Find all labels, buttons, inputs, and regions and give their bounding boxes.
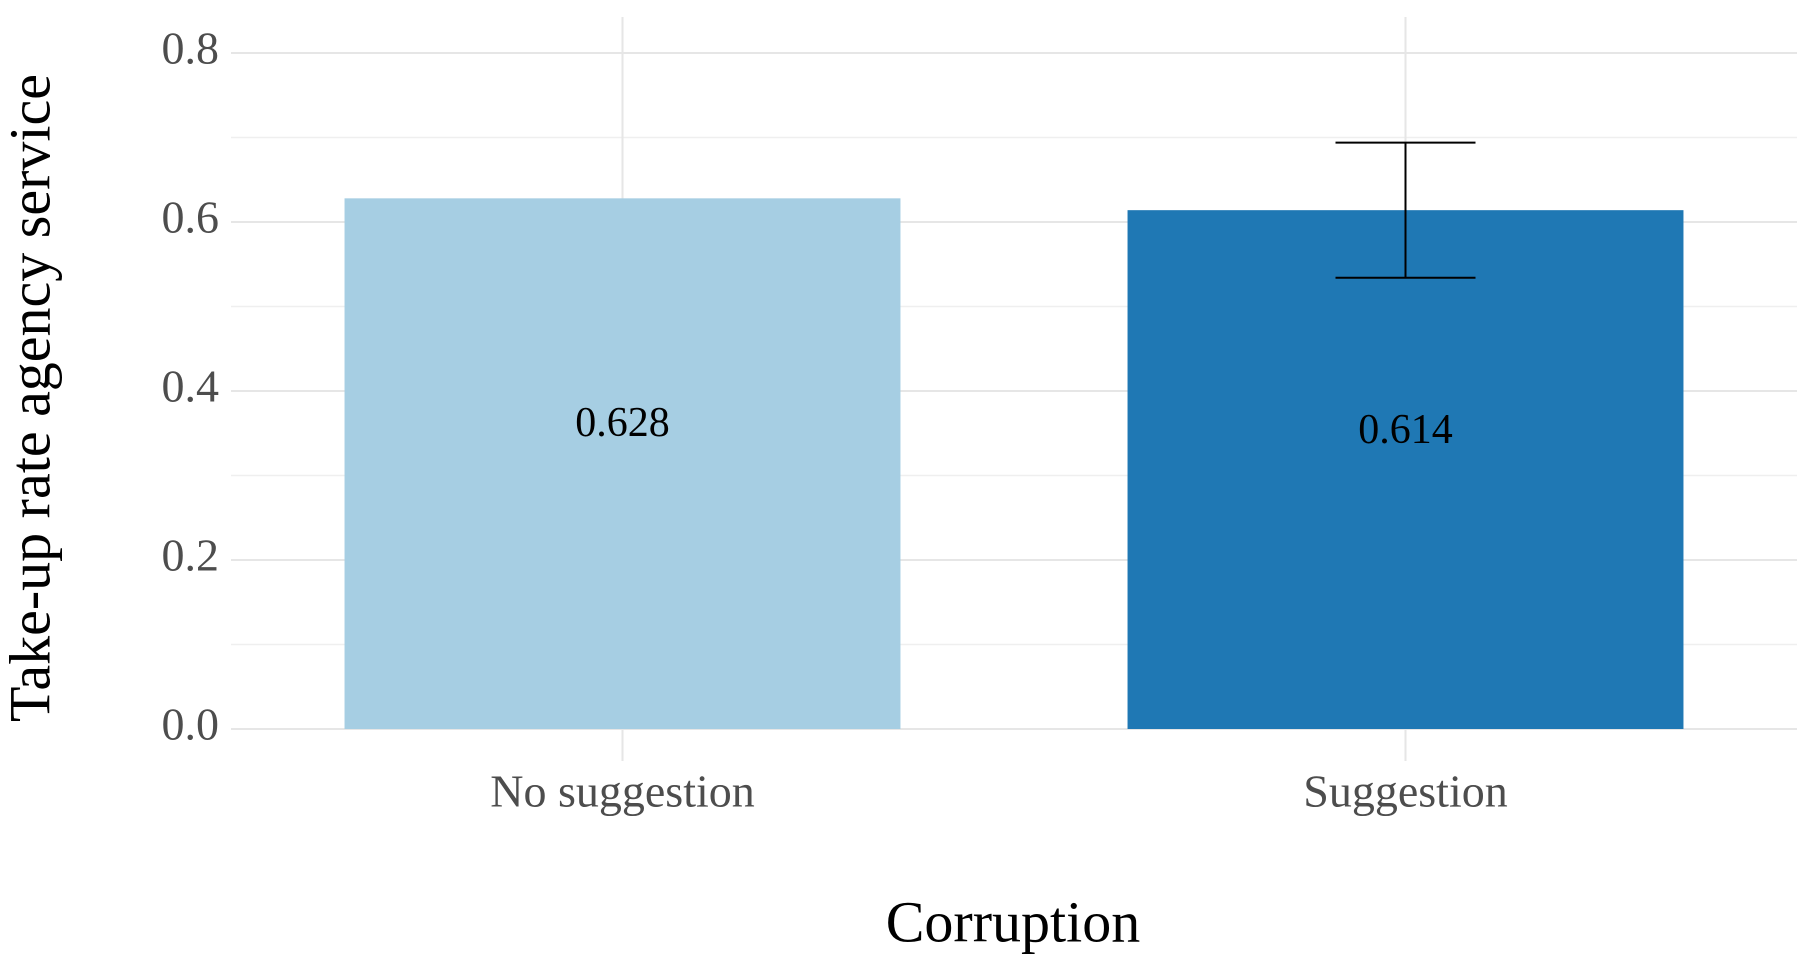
y-tick-label: 0.2 bbox=[162, 530, 220, 581]
x-tick-label: No suggestion bbox=[490, 766, 755, 817]
y-tick-label: 0.8 bbox=[162, 23, 220, 74]
y-axis-title: Take-up rate agency service bbox=[0, 74, 62, 722]
value-label: 0.614 bbox=[1358, 407, 1453, 453]
x-tick-label: Suggestion bbox=[1303, 766, 1507, 817]
y-tick-label: 0.4 bbox=[162, 361, 220, 412]
y-tick-label: 0.6 bbox=[162, 192, 220, 243]
bar bbox=[344, 198, 901, 730]
bar bbox=[1127, 210, 1684, 730]
y-tick-label: 0.0 bbox=[162, 699, 220, 750]
value-label: 0.628 bbox=[575, 400, 670, 446]
x-axis-title: Corruption bbox=[886, 889, 1141, 954]
